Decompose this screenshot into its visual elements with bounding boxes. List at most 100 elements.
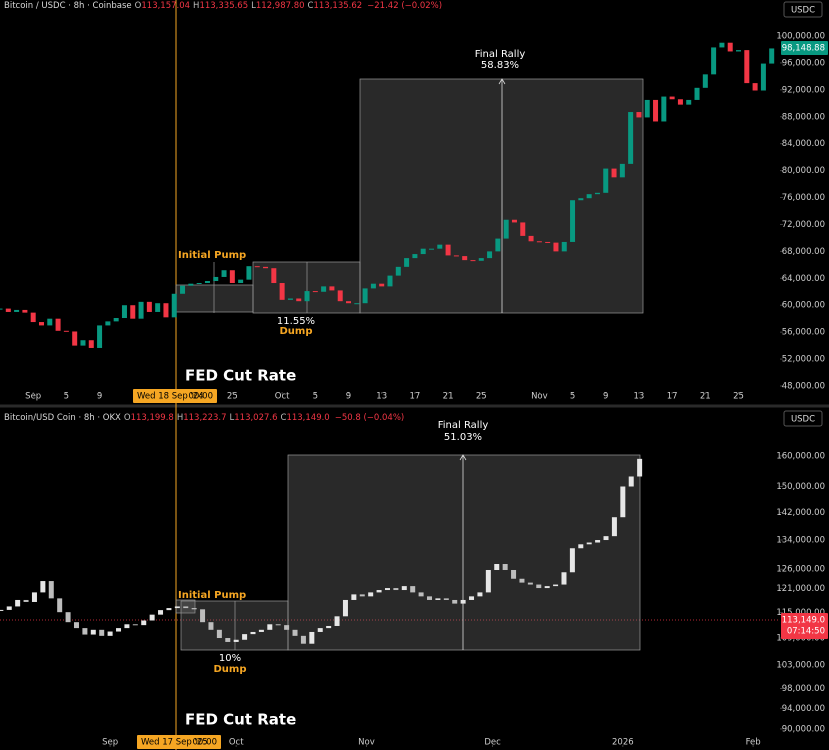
ohlc-label: C bbox=[307, 1, 314, 11]
candle-body bbox=[553, 242, 559, 252]
candle-body bbox=[296, 298, 302, 302]
candle-body bbox=[511, 569, 517, 579]
candle-body bbox=[0, 308, 3, 310]
candle-body bbox=[23, 599, 29, 602]
crosshair-date-box bbox=[137, 735, 221, 749]
candle-body bbox=[141, 620, 147, 626]
candle-body bbox=[445, 244, 451, 256]
candle-body bbox=[711, 47, 717, 75]
y-tick-label: 134,000.00 bbox=[776, 536, 825, 546]
candle-body bbox=[404, 258, 410, 267]
candle-body bbox=[6, 606, 12, 610]
countdown: 07:14:50 bbox=[787, 627, 825, 637]
candle-body bbox=[477, 592, 483, 597]
y-tick-label: 56,000.00 bbox=[782, 328, 825, 338]
candle-body bbox=[368, 592, 374, 597]
candle-body bbox=[138, 301, 144, 319]
x-tick-label: Nov bbox=[531, 392, 548, 402]
candle-body bbox=[130, 305, 136, 319]
candle-body bbox=[611, 168, 617, 178]
candle-body bbox=[80, 340, 86, 346]
annotation-pump-label: Initial Pump bbox=[178, 250, 246, 261]
y-tick-label: 92,000.00 bbox=[782, 85, 825, 95]
symbol-title: Bitcoin/USD Coin · 8h · OKX bbox=[4, 413, 121, 423]
candle-body bbox=[107, 631, 113, 636]
ohlc-value: 112,987.80 bbox=[255, 1, 305, 11]
candle-body bbox=[603, 168, 609, 193]
last-price: 113,149.0 bbox=[782, 616, 825, 626]
rally-arrow-head bbox=[498, 78, 506, 85]
candle-body bbox=[309, 631, 315, 644]
candle-body bbox=[329, 286, 335, 291]
candle-body bbox=[502, 563, 508, 570]
y-tick-label: 84,000.00 bbox=[782, 139, 825, 149]
annotation-rally-label: Final Rally bbox=[438, 420, 489, 431]
candle-body bbox=[620, 486, 626, 518]
y-tick-label: 100,000.00 bbox=[776, 31, 825, 41]
x-tick-label: 5 bbox=[313, 392, 318, 402]
candle-body bbox=[595, 540, 601, 543]
x-tick-label: 9 bbox=[603, 392, 608, 402]
ohlc-label: H bbox=[193, 1, 200, 11]
candle-body bbox=[452, 599, 458, 604]
range-box bbox=[287, 454, 641, 651]
chart-header: Bitcoin/USD Coin · 8h · OKX O 113,199.8 H 11… bbox=[4, 413, 404, 423]
candle-body bbox=[545, 241, 551, 243]
candle-body bbox=[752, 83, 758, 91]
candle-body bbox=[669, 96, 675, 100]
candle-body bbox=[359, 594, 365, 597]
x-tick-label: 25 bbox=[733, 392, 744, 402]
candle-body bbox=[437, 244, 443, 249]
symbol-title: Bitcoin / USDC · 8h · Coinbase bbox=[4, 1, 132, 11]
candle-body bbox=[90, 629, 96, 635]
crosshair-time: 00:00 bbox=[193, 738, 218, 748]
candle-body bbox=[292, 629, 298, 636]
x-tick-label: 17 bbox=[409, 392, 420, 402]
candle-body bbox=[544, 586, 550, 589]
currency-box bbox=[783, 410, 823, 427]
candle-body bbox=[5, 308, 11, 312]
candle-body bbox=[346, 301, 352, 304]
candle-body bbox=[30, 312, 36, 323]
ohlc-label: O bbox=[134, 1, 142, 11]
candle-body bbox=[586, 542, 592, 545]
candle-body bbox=[163, 303, 169, 318]
candle-body bbox=[342, 599, 348, 617]
candle-body bbox=[435, 598, 441, 600]
candle-body bbox=[511, 219, 517, 223]
y-tick-label: 88,000.00 bbox=[782, 112, 825, 122]
candle-body bbox=[326, 625, 332, 629]
candle-body bbox=[354, 303, 360, 305]
candle-body bbox=[420, 248, 426, 255]
candle-body bbox=[99, 629, 105, 636]
x-tick-label: 5 bbox=[64, 392, 69, 402]
candle-body bbox=[485, 569, 491, 593]
candle-body bbox=[158, 610, 164, 615]
x-tick-label: 9 bbox=[97, 392, 102, 402]
candle-body bbox=[760, 63, 766, 91]
y-tick-label: 68,000.00 bbox=[782, 247, 825, 257]
candle-body bbox=[334, 616, 340, 626]
y-tick-label: 60,000.00 bbox=[782, 301, 825, 311]
candle-body bbox=[166, 608, 172, 611]
annotation-event-label: FED Cut Rate bbox=[185, 367, 296, 385]
candle-body bbox=[284, 625, 290, 630]
candle-body bbox=[619, 163, 625, 178]
candle-body bbox=[242, 634, 248, 640]
candle-body bbox=[351, 594, 357, 600]
candle-body bbox=[536, 241, 542, 243]
candle-body bbox=[221, 270, 227, 277]
candle-body bbox=[188, 283, 194, 286]
x-tick-label: Dec bbox=[484, 738, 501, 748]
candle-body bbox=[229, 270, 235, 284]
candle-body bbox=[443, 598, 449, 600]
y-tick-label: 64,000.00 bbox=[782, 274, 825, 284]
candle-body bbox=[553, 584, 559, 587]
candle-body bbox=[97, 325, 103, 348]
y-tick-label: 103,000.00 bbox=[776, 660, 825, 670]
candle-body bbox=[561, 572, 567, 585]
candle-body bbox=[661, 96, 667, 122]
candle-body bbox=[570, 200, 576, 242]
